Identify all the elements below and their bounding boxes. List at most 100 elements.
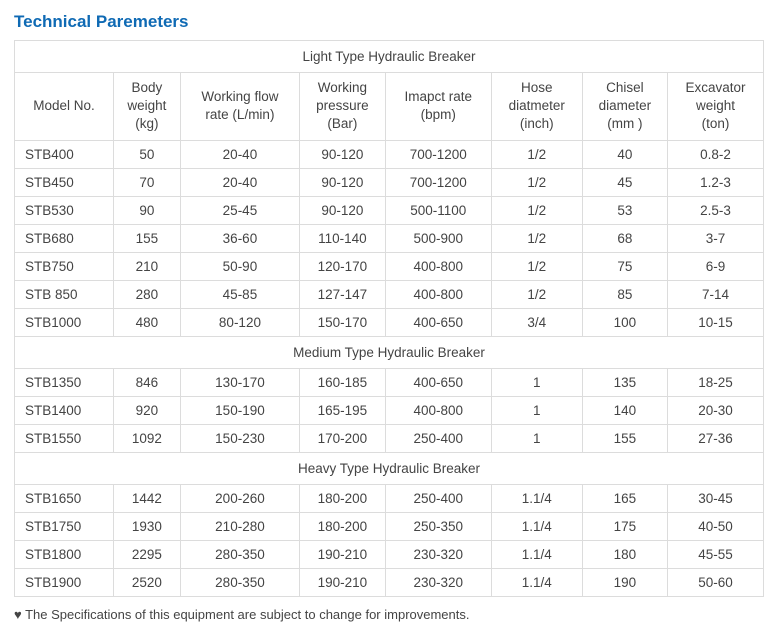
cell: 70 (114, 168, 181, 196)
cell: 1/2 (491, 280, 582, 308)
cell: STB1000 (15, 308, 114, 336)
cell: 1.2-3 (668, 168, 764, 196)
cell: 6-9 (668, 252, 764, 280)
cell: 80-120 (180, 308, 299, 336)
cell: 250-350 (385, 512, 491, 540)
footnote: ♥ The Specifications of this equipment a… (0, 597, 780, 636)
cell: 230-320 (385, 540, 491, 568)
table-row: STB18002295280-350190-210230-3201.1/4180… (15, 540, 764, 568)
table-row: STB4005020-4090-120700-12001/2400.8-2 (15, 140, 764, 168)
table-row: STB16501442200-260180-200250-4001.1/4165… (15, 484, 764, 512)
cell: 53 (582, 196, 667, 224)
cell: 160-185 (300, 368, 385, 396)
cell: 10-15 (668, 308, 764, 336)
cell: 500-1100 (385, 196, 491, 224)
cell: 20-30 (668, 396, 764, 424)
cell: 1.1/4 (491, 512, 582, 540)
cell: 2520 (114, 568, 181, 596)
cell: 40-50 (668, 512, 764, 540)
table-row: STB4507020-4090-120700-12001/2451.2-3 (15, 168, 764, 196)
cell: 210-280 (180, 512, 299, 540)
cell: 400-650 (385, 308, 491, 336)
col-header-6: Chiseldiameter(mm ) (582, 73, 667, 141)
table-row: STB5309025-4590-120500-11001/2532.5-3 (15, 196, 764, 224)
cell: 120-170 (300, 252, 385, 280)
cell: 150-170 (300, 308, 385, 336)
section-title-medium: Medium Type Hydraulic Breaker (15, 336, 764, 368)
cell: 480 (114, 308, 181, 336)
cell: 45 (582, 168, 667, 196)
cell: 1930 (114, 512, 181, 540)
cell: 40 (582, 140, 667, 168)
cell: 100 (582, 308, 667, 336)
cell: 1 (491, 424, 582, 452)
cell: 2.5-3 (668, 196, 764, 224)
table-row: STB75021050-90120-170400-8001/2756-9 (15, 252, 764, 280)
cell: 50-60 (668, 568, 764, 596)
page-heading: Technical Paremeters (0, 0, 780, 40)
table-row: STB1400920150-190165-195400-800114020-30 (15, 396, 764, 424)
cell: 400-800 (385, 280, 491, 308)
cell: 68 (582, 224, 667, 252)
cell: 190-210 (300, 540, 385, 568)
cell: 18-25 (668, 368, 764, 396)
cell: 280 (114, 280, 181, 308)
cell: 280-350 (180, 540, 299, 568)
cell: 920 (114, 396, 181, 424)
cell: 180 (582, 540, 667, 568)
table-row: STB68015536-60110-140500-9001/2683-7 (15, 224, 764, 252)
cell: 45-55 (668, 540, 764, 568)
section-title-light: Light Type Hydraulic Breaker (15, 41, 764, 73)
cell: STB1800 (15, 540, 114, 568)
cell: 1.1/4 (491, 540, 582, 568)
cell: 180-200 (300, 484, 385, 512)
cell: 280-350 (180, 568, 299, 596)
cell: 1092 (114, 424, 181, 452)
table-row: STB 85028045-85127-147400-8001/2857-14 (15, 280, 764, 308)
cell: 90 (114, 196, 181, 224)
cell: 400-800 (385, 396, 491, 424)
cell: STB1900 (15, 568, 114, 596)
col-header-1: Bodyweight(kg) (114, 73, 181, 141)
cell: 170-200 (300, 424, 385, 452)
cell: 150-190 (180, 396, 299, 424)
cell: 50 (114, 140, 181, 168)
cell: 500-900 (385, 224, 491, 252)
cell: STB680 (15, 224, 114, 252)
cell: 27-36 (668, 424, 764, 452)
cell: 150-230 (180, 424, 299, 452)
cell: 3/4 (491, 308, 582, 336)
cell: 400-650 (385, 368, 491, 396)
cell: 90-120 (300, 168, 385, 196)
cell: 1442 (114, 484, 181, 512)
cell: STB1550 (15, 424, 114, 452)
cell: 1.1/4 (491, 568, 582, 596)
cell: 165 (582, 484, 667, 512)
cell: STB750 (15, 252, 114, 280)
cell: 140 (582, 396, 667, 424)
cell: 135 (582, 368, 667, 396)
cell: 190-210 (300, 568, 385, 596)
table-row: STB15501092150-230170-200250-400115527-3… (15, 424, 764, 452)
cell: 75 (582, 252, 667, 280)
cell: 1/2 (491, 140, 582, 168)
cell: STB400 (15, 140, 114, 168)
spec-table: Light Type Hydraulic BreakerModel No.Bod… (14, 40, 764, 597)
cell: 250-400 (385, 424, 491, 452)
cell: 50-90 (180, 252, 299, 280)
cell: 1/2 (491, 196, 582, 224)
col-header-3: Workingpressure(Bar) (300, 73, 385, 141)
col-header-0: Model No. (15, 73, 114, 141)
cell: 85 (582, 280, 667, 308)
cell: 1/2 (491, 252, 582, 280)
table-row: STB17501930210-280180-200250-3501.1/4175… (15, 512, 764, 540)
cell: STB1750 (15, 512, 114, 540)
cell: 190 (582, 568, 667, 596)
cell: STB530 (15, 196, 114, 224)
cell: 90-120 (300, 196, 385, 224)
col-header-5: Hosediatmeter(inch) (491, 73, 582, 141)
cell: 1 (491, 396, 582, 424)
cell: 175 (582, 512, 667, 540)
cell: 90-120 (300, 140, 385, 168)
table-row: STB1350846130-170160-185400-650113518-25 (15, 368, 764, 396)
